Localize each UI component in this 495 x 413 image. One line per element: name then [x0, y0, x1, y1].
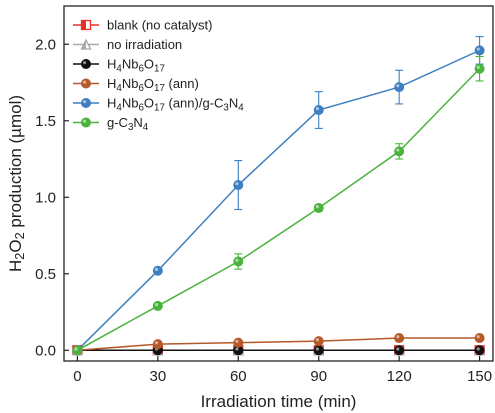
series-4: [72, 36, 485, 356]
legend-entry-0: blank (no catalyst): [73, 18, 213, 33]
point-marker-shine: [154, 267, 159, 271]
legend-entry-5: g-C3N4: [73, 115, 149, 133]
point-marker-shine: [396, 347, 400, 351]
point-marker-shine: [396, 148, 400, 152]
point-marker: [394, 333, 405, 344]
x-tick-label: 0: [73, 368, 81, 385]
point-marker: [394, 345, 405, 356]
point-marker: [313, 202, 324, 213]
legend-entry-2: H4Nb6O17: [73, 57, 165, 75]
point-marker-shine: [83, 119, 87, 123]
point-marker: [233, 256, 244, 267]
point-marker: [313, 105, 324, 116]
point-marker-shine: [154, 341, 159, 345]
point-marker-shine: [235, 258, 239, 262]
point-marker: [233, 180, 244, 191]
point-marker-shine: [476, 347, 480, 351]
point-marker: [394, 146, 405, 157]
point-marker: [233, 337, 244, 348]
point-marker-shine: [83, 61, 87, 65]
point-marker-fill: [81, 20, 86, 30]
y-tick-label: 0.5: [35, 266, 56, 283]
series-5: [72, 55, 485, 356]
series-3: [72, 333, 485, 356]
point-marker-shine: [235, 182, 239, 186]
point-marker: [474, 333, 485, 344]
legend-label: g-C3N4: [107, 115, 149, 133]
series-line: [77, 68, 481, 351]
x-tick-label: 120: [387, 368, 412, 385]
point-marker-shine: [476, 47, 480, 51]
point-marker-shine: [396, 335, 400, 339]
point-marker-shine: [83, 100, 87, 104]
point-marker-shine: [315, 347, 319, 351]
point-marker: [313, 345, 324, 356]
x-axis-title: Irradiation time (min): [201, 392, 357, 411]
legend-label: H4Nb6O17 (ann)/g-C3N4: [107, 96, 244, 114]
point-marker: [152, 265, 163, 276]
x-tick-label: 60: [230, 368, 247, 385]
point-marker-shine: [315, 205, 319, 209]
y-tick-label: 1.0: [35, 189, 56, 206]
legend-label: blank (no catalyst): [107, 18, 213, 33]
point-marker-shine: [315, 338, 319, 342]
y-tick-label: 0.0: [35, 342, 56, 359]
point-marker: [81, 59, 91, 69]
point-marker-shine: [235, 347, 239, 351]
point-marker-shine: [315, 107, 319, 111]
y-axis-title: H2O2 production (µmol): [6, 95, 27, 272]
x-tick-label: 90: [310, 368, 327, 385]
y-tick-label: 1.5: [35, 113, 56, 130]
point-marker-shine: [396, 84, 400, 88]
point-marker-shine: [476, 65, 480, 69]
legend-label: H4Nb6O17: [107, 57, 165, 75]
legend-entry-4: H4Nb6O17 (ann)/g-C3N4: [73, 96, 244, 114]
point-marker-shine: [476, 335, 480, 339]
point-marker-shine: [235, 339, 239, 343]
series-line: [76, 49, 480, 351]
point-marker: [81, 78, 91, 89]
legend-label: no irradiation: [107, 37, 182, 52]
legend-label: H4Nb6O17 (ann): [107, 76, 199, 94]
point-marker-shine: [83, 80, 87, 84]
point-marker: [81, 98, 91, 108]
point-marker-shine: [154, 302, 159, 307]
x-tick-label: 150: [467, 368, 492, 385]
x-tick-label: 30: [150, 368, 167, 385]
legend-entry-1: no irradiation: [73, 37, 182, 52]
point-marker: [152, 339, 163, 350]
point-marker: [81, 117, 91, 128]
y-tick-label: 2.0: [35, 36, 56, 53]
point-marker: [394, 82, 405, 93]
series-line: [77, 337, 480, 352]
point-marker: [313, 336, 324, 347]
plot-frame: [63, 5, 494, 362]
point-marker: [72, 345, 83, 356]
point-marker-fill: [81, 40, 86, 49]
point-marker: [474, 45, 485, 56]
point-marker-shine: [74, 347, 78, 351]
series-2: [72, 345, 485, 356]
point-marker: [474, 345, 485, 356]
point-marker: [474, 63, 485, 74]
legend-entry-3: H4Nb6O17 (ann): [73, 76, 199, 94]
point-marker: [152, 300, 163, 311]
